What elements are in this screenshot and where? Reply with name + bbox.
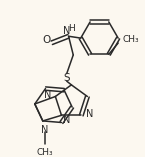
Text: S: S [63, 73, 70, 83]
Text: CH₃: CH₃ [36, 148, 53, 157]
Text: N: N [41, 125, 48, 135]
Text: N: N [44, 90, 52, 100]
Text: N: N [86, 109, 93, 119]
Text: O: O [42, 35, 50, 45]
Text: N: N [63, 115, 71, 125]
Text: CH₃: CH₃ [123, 35, 139, 44]
Text: N: N [64, 26, 71, 36]
Text: H: H [68, 24, 75, 33]
